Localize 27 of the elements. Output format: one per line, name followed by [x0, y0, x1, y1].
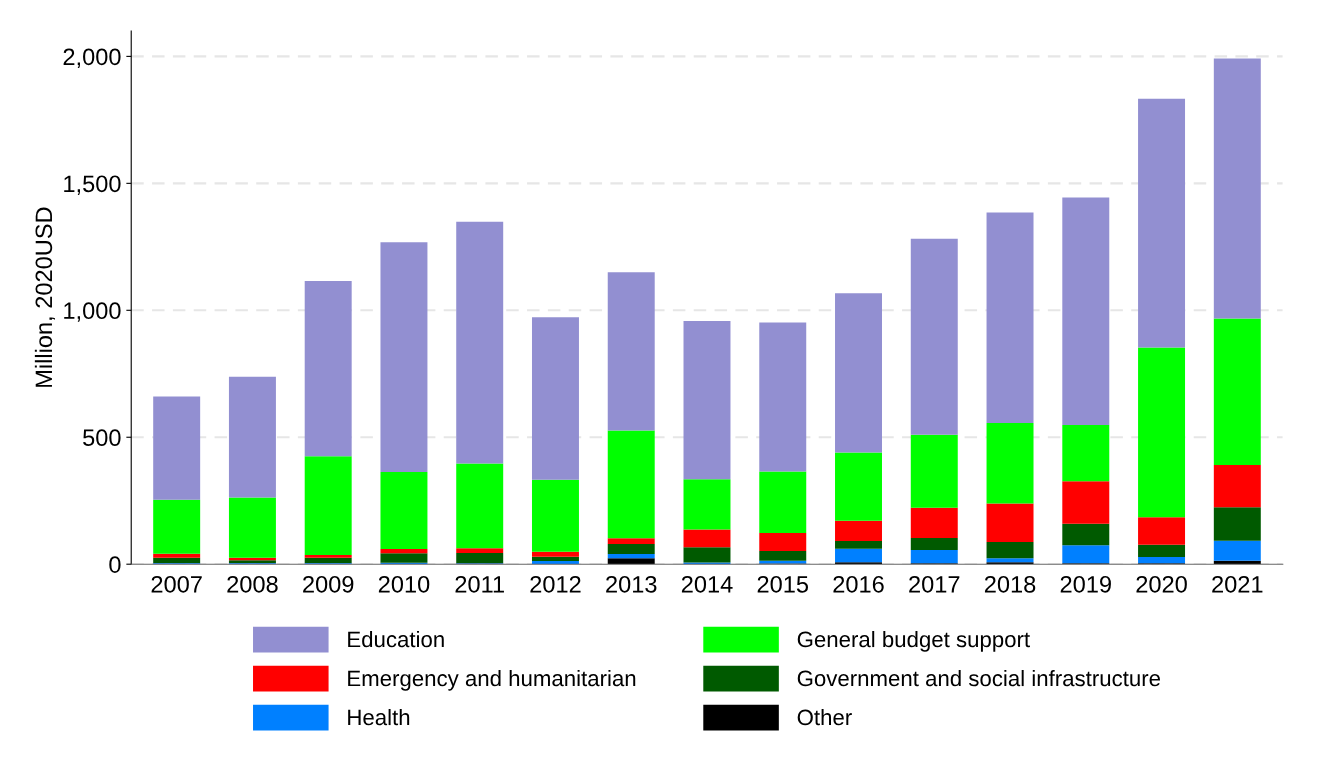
x-tick-label: 2013 — [606, 575, 657, 593]
x-tick-label: 2021 — [1212, 575, 1263, 593]
legend-label: General budget support — [797, 630, 1030, 652]
legend-label: Other — [797, 708, 852, 726]
x-tick-label: 2015 — [757, 575, 809, 593]
y-tick-label: 2,000 — [63, 48, 121, 68]
y-tick-label: 1,500 — [64, 175, 121, 195]
x-tick-label: 2016 — [833, 575, 884, 593]
x-tick-label: 2017 — [909, 575, 960, 593]
x-tick-label: 2019 — [1060, 575, 1111, 593]
y-tick-label: 1,000 — [64, 302, 121, 322]
legend-label: Emergency and humanitarian — [348, 669, 636, 691]
x-tick-label: 2012 — [530, 575, 581, 593]
x-tick-label: 2010 — [378, 575, 430, 593]
x-tick-label: 2009 — [303, 575, 354, 593]
x-tick-label: 2020 — [1136, 575, 1187, 593]
legend-label: Health — [348, 708, 410, 726]
x-tick-label: 2011 — [455, 575, 504, 593]
y-axis-title: Million, 2020USD — [34, 207, 55, 387]
x-tick-label: 2014 — [681, 575, 733, 593]
y-tick-label: 500 — [83, 429, 121, 447]
legend-label: Education — [348, 630, 444, 648]
legend-label: Government and social infrastructure — [797, 669, 1160, 687]
y-tick-label: 0 — [109, 556, 121, 573]
x-tick-label: 2018 — [984, 575, 1036, 593]
x-tick-label: 2007 — [151, 575, 202, 593]
x-tick-label: 2008 — [227, 575, 278, 593]
